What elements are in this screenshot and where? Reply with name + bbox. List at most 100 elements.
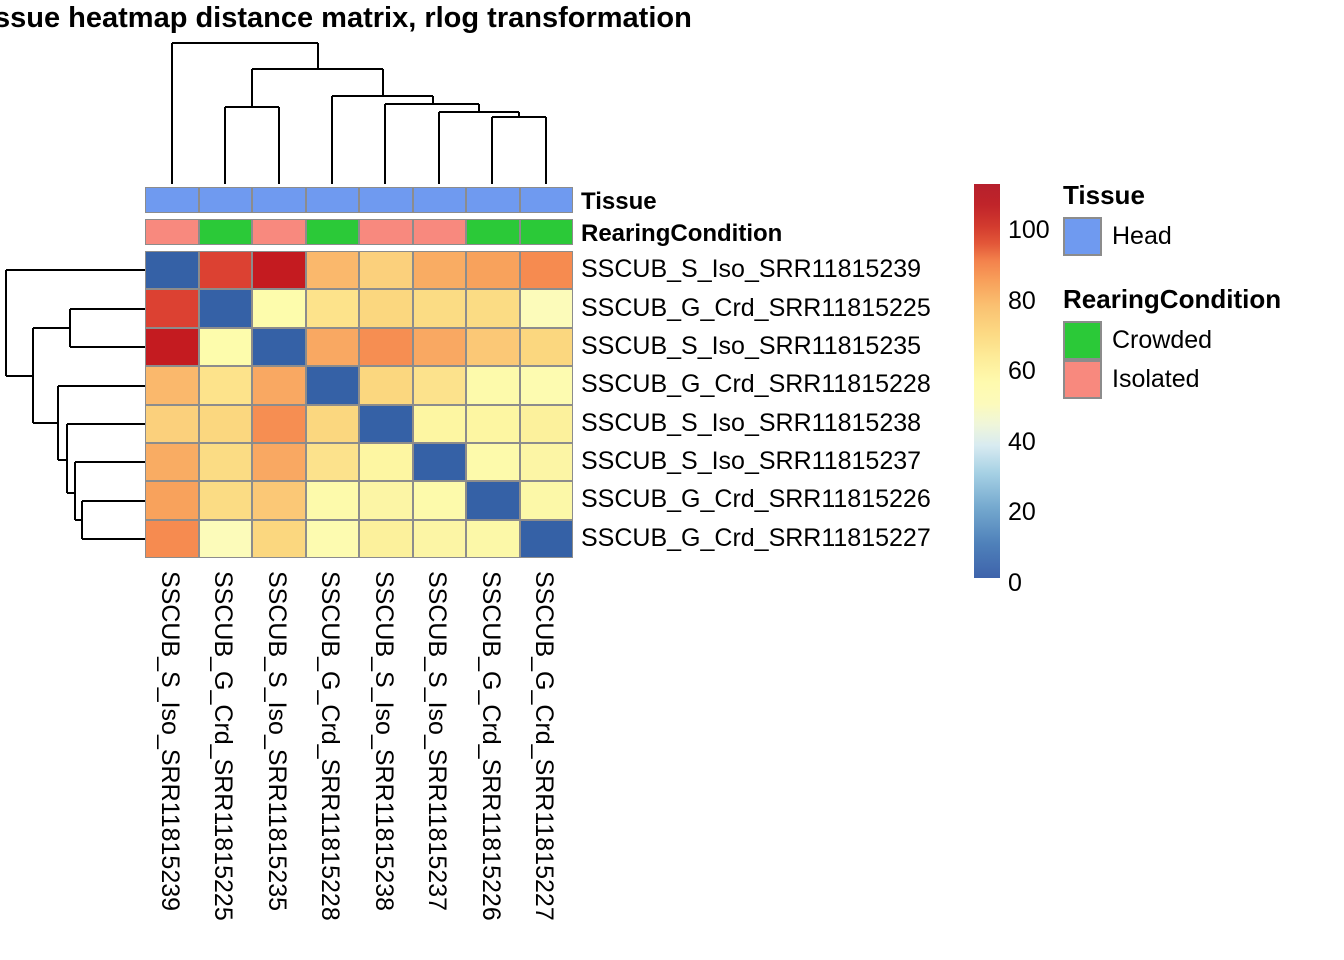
annotation-cell xyxy=(252,187,306,213)
heatmap-cell xyxy=(519,519,573,558)
legend-tissue-items: Head xyxy=(1063,217,1281,256)
annotation-cell xyxy=(252,219,306,245)
row-label: SSCUB_S_Iso_SRR11815235 xyxy=(581,331,922,360)
annotation-cell xyxy=(305,219,359,245)
column-label: SSCUB_S_Iso_SRR11815239 xyxy=(155,571,184,912)
legend: Tissue Head RearingCondition Crowded Isol… xyxy=(1063,180,1281,399)
column-label: SSCUB_G_Crd_SRR11815228 xyxy=(316,571,345,921)
heatmap-cell xyxy=(252,442,306,482)
heatmap-cell xyxy=(359,404,413,443)
annotation-cell xyxy=(412,187,466,213)
column-label: SSCUB_G_Crd_SRR11815225 xyxy=(209,571,238,921)
heatmap-cell xyxy=(412,327,466,367)
heatmap-cell xyxy=(198,404,252,443)
legend-item-label: Crowded xyxy=(1112,326,1213,354)
heatmap-cell xyxy=(305,442,359,482)
heatmap-cell xyxy=(305,481,359,520)
heatmap-cell xyxy=(305,327,359,367)
heatmap-cell xyxy=(412,481,466,520)
heatmap-cell xyxy=(359,442,413,482)
row-label: SSCUB_G_Crd_SRR11815227 xyxy=(581,523,931,552)
heatmap-cell xyxy=(466,404,520,443)
heatmap-cell xyxy=(198,327,252,367)
heatmap-cell xyxy=(198,251,252,290)
heatmap-cell xyxy=(519,327,573,367)
column-label: SSCUB_S_Iso_SRR11815235 xyxy=(262,571,291,912)
heatmap-cell xyxy=(466,251,520,290)
heatmap-cell xyxy=(145,366,199,405)
heatmap-cell xyxy=(519,442,573,482)
rearing-row-label: RearingCondition xyxy=(581,220,783,247)
heatmap-cell xyxy=(466,481,520,520)
heatmap-cell xyxy=(519,251,573,290)
heatmap-cell xyxy=(145,442,199,482)
heatmap-cell xyxy=(359,251,413,290)
heatmap-cell xyxy=(252,289,306,328)
heatmap-cell xyxy=(252,366,306,405)
legend-item: Isolated xyxy=(1063,360,1281,399)
tissue-row-label: Tissue xyxy=(581,188,657,215)
heatmap-cell xyxy=(466,442,520,482)
colorbar-tick-label: 100 xyxy=(1008,215,1050,244)
heatmap-cell xyxy=(519,289,573,328)
heatmap-cell xyxy=(519,481,573,520)
colorbar xyxy=(974,184,1000,578)
heatmap-cell xyxy=(466,289,520,328)
heatmap-cell xyxy=(466,366,520,405)
legend-swatch xyxy=(1063,360,1102,399)
annotation-cell xyxy=(145,187,199,213)
heatmap-cell xyxy=(305,404,359,443)
legend-rearing-items: Crowded Isolated xyxy=(1063,321,1281,399)
heatmap-cell xyxy=(305,251,359,290)
heatmap-cell xyxy=(412,442,466,482)
row-label: SSCUB_G_Crd_SRR11815225 xyxy=(581,293,931,322)
annotation-cell xyxy=(466,187,520,213)
heatmap-cell xyxy=(198,289,252,328)
heatmap-cell xyxy=(412,289,466,328)
heatmap-cell xyxy=(145,289,199,328)
legend-item-label: Isolated xyxy=(1112,365,1200,393)
heatmap-cell xyxy=(198,442,252,482)
legend-swatch xyxy=(1063,321,1102,360)
heatmap-cell xyxy=(305,289,359,328)
heatmap-cell xyxy=(359,327,413,367)
annotation-cell xyxy=(519,187,573,213)
heatmap-cell xyxy=(198,481,252,520)
column-label: SSCUB_G_Crd_SRR11815226 xyxy=(476,571,505,921)
annotation-cell xyxy=(359,219,413,245)
heatmap-cell xyxy=(145,251,199,290)
heatmap-cell xyxy=(412,366,466,405)
heatmap-cell xyxy=(145,519,199,558)
heatmap-cell xyxy=(145,404,199,443)
annotation-cell xyxy=(145,219,199,245)
heatmap-cell xyxy=(252,481,306,520)
row-label: SSCUB_S_Iso_SRR11815238 xyxy=(581,408,922,437)
heatmap-cell xyxy=(412,404,466,443)
legend-item-label: Head xyxy=(1112,222,1172,250)
heatmap-cell xyxy=(252,404,306,443)
heatmap-cell xyxy=(412,251,466,290)
heatmap-cell xyxy=(359,289,413,328)
colorbar-tick-label: 60 xyxy=(1008,357,1036,386)
row-label: SSCUB_S_Iso_SRR11815239 xyxy=(581,255,922,284)
row-label: SSCUB_S_Iso_SRR11815237 xyxy=(581,447,922,476)
heatmap-cell xyxy=(359,366,413,405)
tissue-annotation-row xyxy=(145,187,573,213)
annotation-cell xyxy=(198,219,252,245)
heatmap-cell xyxy=(359,481,413,520)
legend-swatch xyxy=(1063,217,1102,256)
colorbar-tick-label: 40 xyxy=(1008,427,1036,456)
legend-gap xyxy=(1063,256,1281,284)
legend-tissue-title: Tissue xyxy=(1063,180,1145,210)
legend-rearing-title: RearingCondition xyxy=(1063,284,1282,314)
annotation-cell xyxy=(412,219,466,245)
colorbar-tick-label: 80 xyxy=(1008,286,1036,315)
heatmap-cell xyxy=(198,366,252,405)
annotation-cell xyxy=(359,187,413,213)
column-label: SSCUB_S_Iso_SRR11815238 xyxy=(369,571,398,912)
heatmap-cell xyxy=(305,366,359,405)
heatmap-cell xyxy=(145,481,199,520)
colorbar-tick-label: 0 xyxy=(1008,569,1022,597)
